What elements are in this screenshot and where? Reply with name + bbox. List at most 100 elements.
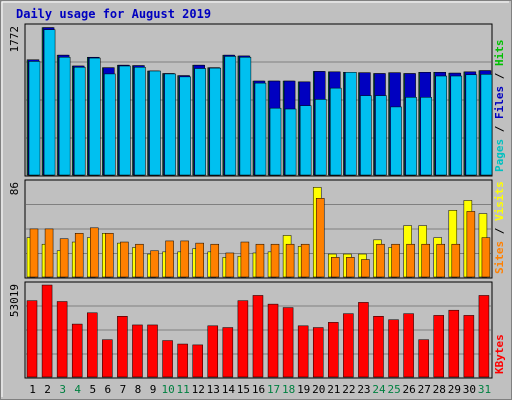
- x-tick-label: 27: [418, 383, 431, 396]
- bar-pages-17: [269, 107, 282, 176]
- bar-sites-7: [120, 241, 129, 278]
- bar-pages-22: [345, 72, 357, 176]
- bar-sites-15: [240, 241, 250, 278]
- legend-separator: /: [493, 221, 506, 241]
- bar-kbytes-31: [478, 295, 490, 378]
- bar-sites-24: [376, 243, 385, 278]
- panel-legend: Pages / Files / Hits: [493, 40, 506, 173]
- x-tick-label: 19: [297, 383, 310, 396]
- bar-kbytes-2: [41, 284, 53, 378]
- bar-kbytes-29: [448, 309, 460, 378]
- bar-sites-4: [74, 233, 84, 278]
- bar-kbytes-12: [192, 344, 203, 378]
- bar-kbytes-14: [222, 327, 234, 378]
- bar-kbytes-19: [297, 325, 309, 378]
- bar-sites-8: [135, 243, 144, 278]
- x-tick-label: 20: [312, 383, 325, 396]
- bar-pages-12: [194, 68, 206, 176]
- bar-sites-12: [195, 242, 204, 278]
- legend-entry-sites: Sites: [493, 241, 506, 274]
- bar-pages-18: [284, 108, 297, 176]
- bar-kbytes-9: [147, 324, 158, 378]
- bar-pages-27: [420, 97, 432, 176]
- bar-pages-16: [254, 82, 267, 176]
- bar-sites-13: [210, 243, 220, 278]
- x-tick-label: 8: [135, 383, 142, 396]
- bar-sites-11: [180, 240, 189, 278]
- x-tick-label: 30: [463, 383, 476, 396]
- x-tick-label: 5: [89, 383, 96, 396]
- bar-sites-31: [481, 237, 491, 278]
- bar-sites-2: [44, 228, 54, 278]
- bar-sites-18: [285, 243, 295, 278]
- x-tick-label: 1: [29, 383, 36, 396]
- chart-panels: 1772 Pages / Files / Hits 86 Sites / Visits…: [8, 23, 506, 379]
- x-tick-label: 21: [327, 383, 340, 396]
- bar-pages-2: [43, 29, 56, 176]
- legend-entry-pages: Pages: [493, 139, 506, 172]
- bar-sites-27: [421, 243, 430, 278]
- bar-kbytes-13: [207, 325, 219, 378]
- axis-max-label: 1772: [8, 26, 21, 53]
- bar-pages-29: [450, 75, 463, 176]
- panel-legend: KBytes: [493, 334, 506, 374]
- panel-2: 86 Sites / Visits: [8, 179, 506, 279]
- panel-1: 1772 Pages / Files / Hits: [8, 23, 506, 177]
- bar-sites-21: [331, 257, 340, 278]
- x-tick-label: 13: [207, 383, 220, 396]
- bar-kbytes-25: [388, 319, 399, 378]
- bar-kbytes-18: [282, 307, 294, 378]
- bar-pages-15: [239, 56, 252, 176]
- x-tick-label: 7: [120, 383, 127, 396]
- bar-sites-23: [361, 259, 370, 278]
- bar-kbytes-7: [117, 316, 128, 378]
- bar-pages-14: [224, 56, 237, 176]
- x-tick-label: 28: [433, 383, 446, 396]
- bar-sites-5: [90, 227, 99, 278]
- bar-pages-5: [89, 57, 101, 176]
- chart-title: Daily usage for August 2019: [16, 7, 211, 21]
- x-tick-label: 12: [192, 383, 205, 396]
- x-tick-label: 26: [403, 383, 416, 396]
- bar-sites-26: [406, 243, 415, 278]
- bar-sites-25: [391, 243, 400, 278]
- bar-kbytes-5: [87, 312, 98, 378]
- x-tick-label: 3: [59, 383, 66, 396]
- bar-kbytes-17: [267, 303, 279, 378]
- bar-pages-3: [58, 56, 71, 176]
- bar-pages-19: [299, 105, 312, 176]
- legend-entry-visits: Visits: [493, 181, 506, 221]
- panel-3: 53019 KBytes: [8, 281, 506, 379]
- bar-pages-6: [104, 73, 116, 176]
- bar-kbytes-30: [463, 315, 475, 378]
- bar-kbytes-10: [162, 340, 173, 378]
- bar-kbytes-4: [71, 323, 83, 378]
- bar-kbytes-22: [343, 313, 354, 378]
- bar-pages-21: [330, 87, 342, 176]
- legend-entry-hits: Hits: [493, 40, 506, 67]
- bar-kbytes-20: [312, 327, 324, 378]
- x-tick-label: 22: [342, 383, 355, 396]
- bar-sites-20: [315, 198, 325, 278]
- x-tick-label: 15: [237, 383, 250, 396]
- bar-pages-24: [375, 95, 387, 176]
- x-tick-label: 18: [282, 383, 295, 396]
- bar-kbytes-11: [177, 343, 188, 378]
- bar-kbytes-28: [433, 315, 444, 378]
- x-tick-label: 23: [357, 383, 370, 396]
- bar-kbytes-24: [373, 316, 384, 378]
- bar-pages-30: [465, 74, 478, 176]
- x-tick-label: 14: [222, 383, 236, 396]
- bar-pages-4: [73, 67, 86, 176]
- bar-kbytes-3: [56, 301, 68, 378]
- x-tick-label: 4: [74, 383, 81, 396]
- bar-kbytes-15: [237, 300, 249, 378]
- bar-kbytes-26: [403, 313, 414, 378]
- bar-kbytes-27: [418, 339, 429, 378]
- x-tick-label: 17: [267, 383, 280, 396]
- x-tick-label: 16: [252, 383, 265, 396]
- bar-kbytes-23: [358, 302, 369, 378]
- bar-pages-10: [164, 73, 176, 176]
- bar-sites-1: [29, 228, 39, 278]
